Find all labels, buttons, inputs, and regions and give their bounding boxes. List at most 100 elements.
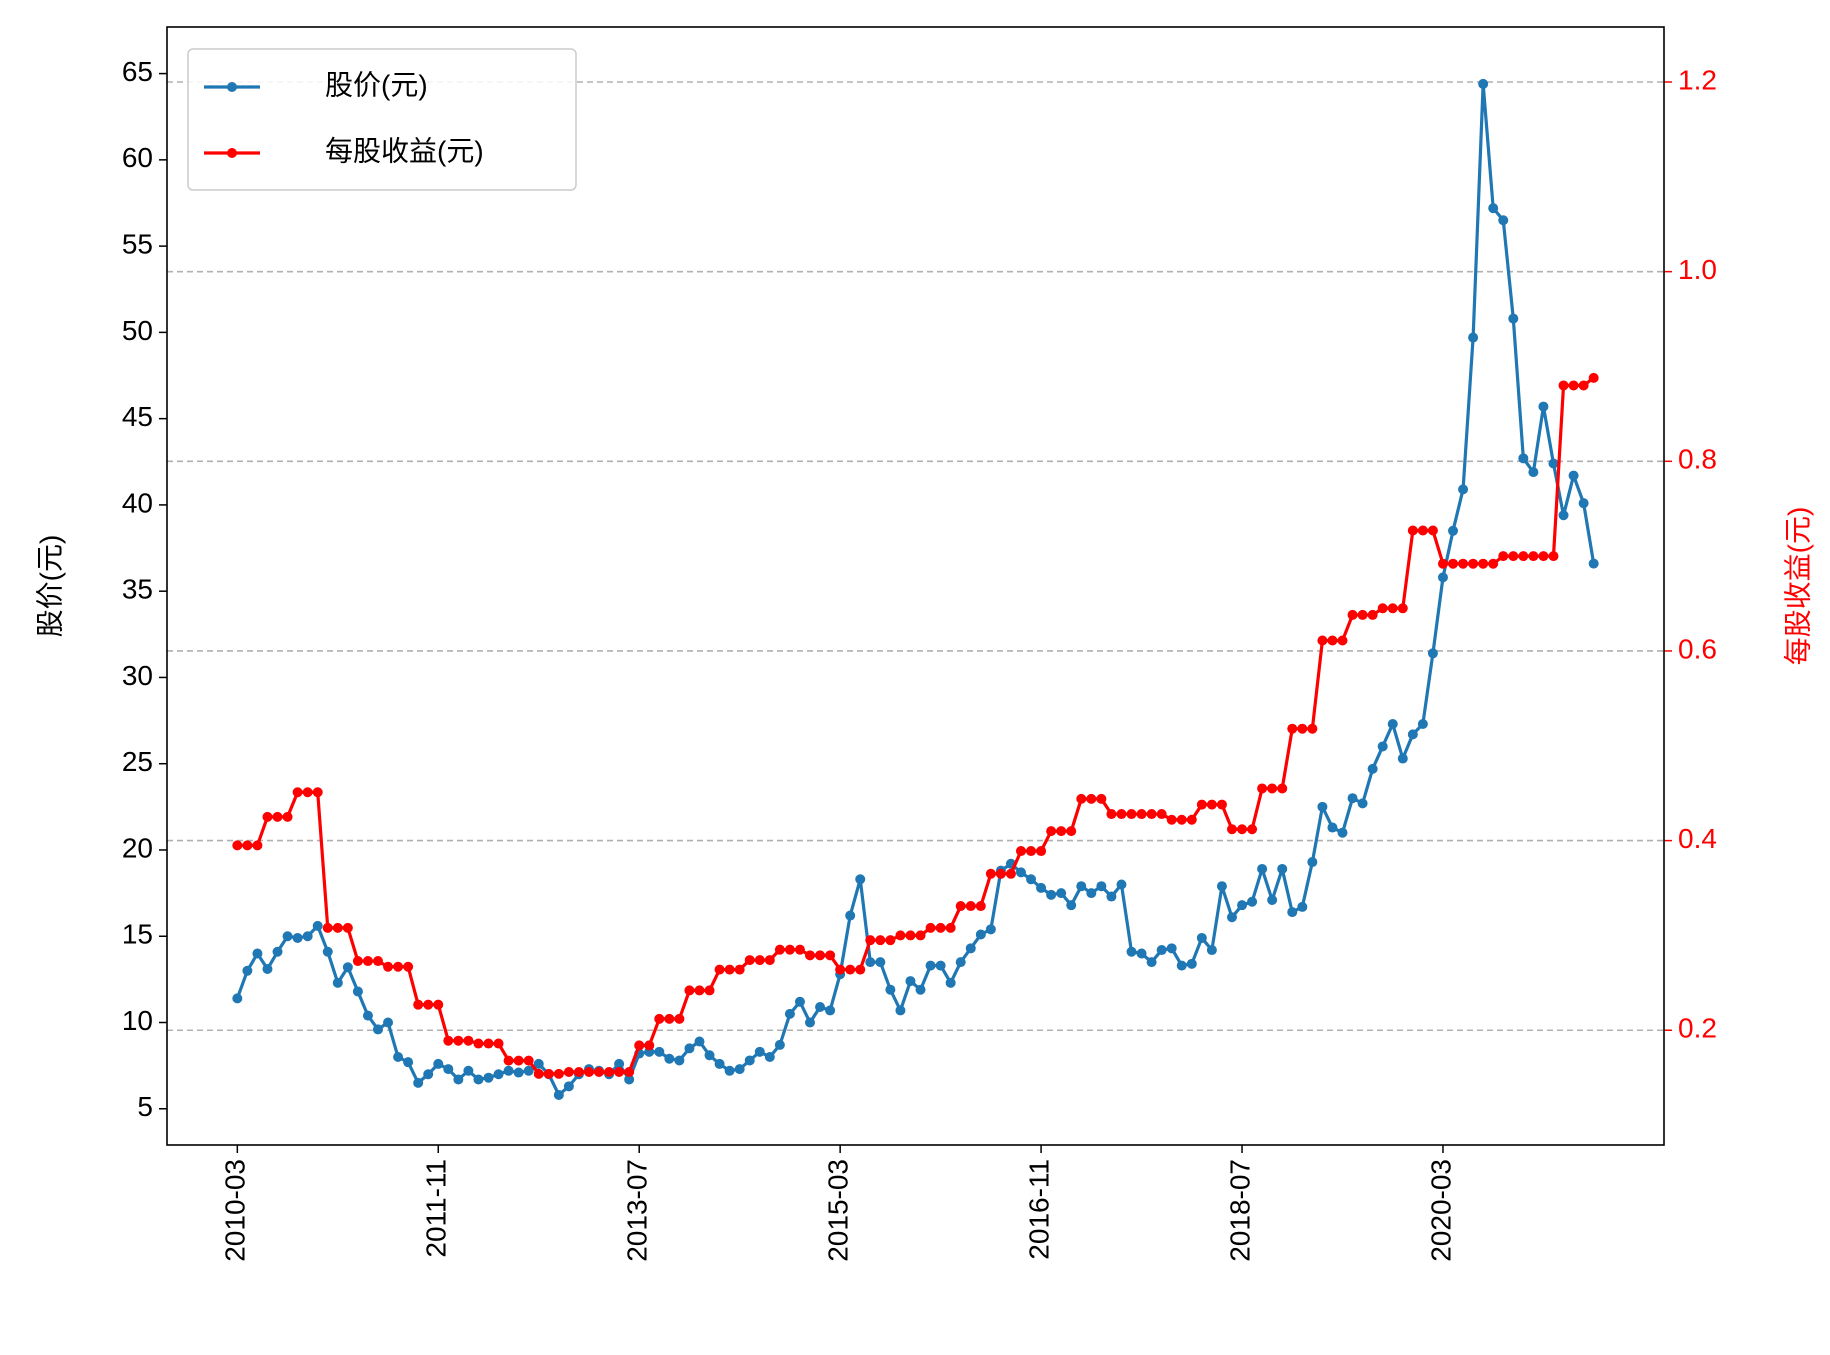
data-point [342, 962, 353, 973]
data-point [624, 1074, 635, 1085]
data-point [443, 1064, 454, 1075]
data-point [1066, 900, 1077, 911]
data-point [1538, 551, 1549, 562]
data-point [232, 993, 243, 1004]
data-point [744, 955, 755, 966]
y2-tick-label: 0.8 [1678, 444, 1717, 475]
data-point [302, 787, 313, 798]
data-point [513, 1067, 524, 1078]
data-point [1488, 558, 1499, 569]
data-point [242, 840, 253, 851]
data-point [1237, 824, 1248, 835]
data-point [704, 985, 715, 996]
data-point [1166, 943, 1177, 954]
data-point [1126, 946, 1137, 957]
data-point [835, 964, 846, 975]
data-point [1548, 458, 1559, 469]
data-point [1548, 551, 1559, 562]
data-point [1478, 78, 1489, 89]
data-point [1347, 793, 1358, 804]
data-point [1568, 470, 1579, 481]
data-point [1206, 945, 1217, 956]
data-point [1578, 380, 1589, 391]
data-point [1407, 525, 1418, 536]
data-point [1156, 945, 1167, 956]
data-point [794, 996, 805, 1007]
data-point [965, 943, 976, 954]
data-point [714, 964, 725, 975]
data-point [1518, 551, 1529, 562]
data-point [352, 986, 363, 997]
data-point [1186, 958, 1197, 969]
y2-axis-label: 每股收益(元) [1782, 507, 1813, 666]
data-point [483, 1072, 494, 1083]
data-point [1026, 874, 1037, 885]
data-point [805, 1017, 816, 1028]
data-point [855, 874, 866, 885]
data-point [232, 840, 243, 851]
data-point [1096, 793, 1107, 804]
data-point [885, 984, 896, 995]
data-point [413, 999, 424, 1010]
data-point [1407, 729, 1418, 740]
y-tick-label: 15 [122, 919, 153, 950]
y2-tick-label: 0.2 [1678, 1013, 1717, 1044]
data-point [614, 1066, 625, 1077]
y-tick-label: 45 [122, 401, 153, 432]
data-point [1287, 723, 1298, 734]
data-point [975, 929, 986, 940]
data-point [342, 922, 353, 933]
data-point [825, 950, 836, 961]
data-point [1247, 896, 1258, 907]
data-point [724, 1065, 735, 1076]
data-point [1287, 907, 1298, 918]
data-point [1136, 948, 1147, 959]
data-point [1196, 932, 1207, 943]
data-point [1558, 380, 1569, 391]
data-point [815, 1001, 826, 1012]
data-point [985, 924, 996, 935]
data-point [463, 1065, 474, 1076]
data-point [1337, 635, 1348, 646]
data-point [805, 950, 816, 961]
data-point [1136, 809, 1147, 820]
data-point [784, 944, 795, 955]
data-point [1116, 809, 1127, 820]
data-point [583, 1066, 594, 1077]
data-point [1056, 826, 1067, 837]
data-point [714, 1058, 725, 1069]
data-point [915, 984, 926, 995]
data-point [573, 1066, 584, 1077]
data-point [1015, 867, 1026, 878]
y-tick-label: 5 [137, 1091, 153, 1122]
data-point [1437, 572, 1448, 583]
data-point [1357, 609, 1368, 620]
data-point [393, 961, 404, 972]
data-point [905, 976, 916, 987]
data-point [1448, 525, 1459, 536]
data-point [1076, 793, 1087, 804]
data-point [393, 1052, 404, 1063]
data-point [332, 922, 343, 933]
x-tick-label: 2020-03 [1425, 1159, 1456, 1262]
data-point [1146, 957, 1157, 968]
data-point [724, 964, 735, 975]
data-point [594, 1066, 605, 1077]
data-point [1176, 814, 1187, 825]
data-point [654, 1046, 665, 1057]
series-line [235, 82, 1596, 1097]
y-tick-label: 30 [122, 660, 153, 691]
data-point [362, 956, 373, 967]
data-point [1367, 763, 1378, 774]
data-point [674, 1013, 685, 1024]
data-point [1377, 741, 1388, 752]
data-point [1237, 900, 1248, 911]
y-axis-label: 股价(元) [34, 535, 65, 638]
data-point [1046, 826, 1057, 837]
data-point [664, 1013, 675, 1024]
data-point [312, 787, 323, 798]
data-point [282, 811, 293, 822]
data-point [533, 1068, 544, 1079]
data-point [1588, 558, 1599, 569]
